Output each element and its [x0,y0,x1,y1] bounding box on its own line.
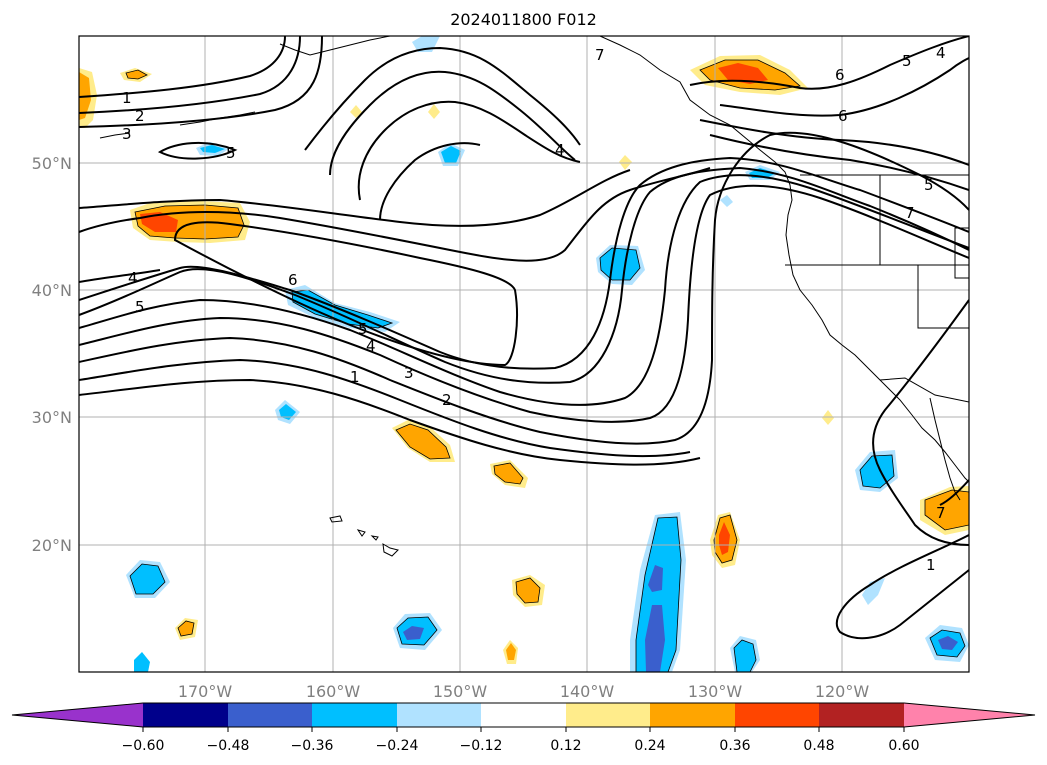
contour-label: 1 [122,89,132,107]
colorbar-extend-low [12,703,143,727]
contour-label: 4 [555,141,565,159]
contour-label: 1 [350,368,360,386]
contour-lines [79,36,969,640]
map-title: 2024011800 F012 [450,10,597,29]
contour-label: 6 [288,271,298,289]
contour-label: 5 [226,144,236,162]
colorbar-bin [566,703,650,727]
coastlines [99,36,969,557]
contour-label: 6 [838,107,848,125]
contour-label: 3 [122,125,132,143]
lon-label: 170°W [178,682,233,701]
colorbar-bin [312,703,397,727]
colorbar-tick-label: −0.24 [376,738,419,754]
colorbar-bin [819,703,904,727]
map-frame [78,35,970,673]
colorbar-tick-label: 0.60 [888,738,919,754]
latitude-labels: 50°N 40°N 30°N 20°N [32,154,72,555]
contour-label: 5 [924,176,934,194]
colorbar-tick-label: −0.12 [460,738,503,754]
contour-label: 1 [926,556,936,574]
lon-label: 140°W [560,682,615,701]
lon-label: 120°W [815,682,870,701]
longitude-labels: 170°W 160°W 150°W 140°W 130°W 120°W [178,682,870,701]
contour-label: 4 [366,337,376,355]
contour-label-group: 1 2 3 4 5 6 7 4 5 6 6 4 5 5 4 1 2 3 1 7 … [122,44,946,574]
graticule [79,36,969,672]
contour-label: 5 [902,52,912,70]
colorbar-tick-label: 0.36 [719,738,750,754]
contour-label: 7 [595,46,605,64]
colorbar-tick-label: 0.48 [803,738,834,754]
contour-label: 5 [135,298,145,316]
colorbar-tick-label: −0.48 [207,738,250,754]
colorbar-bin [735,703,819,727]
contour-label: 3 [404,364,414,382]
contour-label: 5 [358,320,368,338]
lat-label: 40°N [32,281,72,300]
lon-label: 130°W [688,682,743,701]
lon-label: 150°W [433,682,488,701]
colorbar-tick-label: 0.12 [550,738,581,754]
lat-label: 20°N [32,536,72,555]
colorbar-bin [228,703,312,727]
colorbar: −0.60 −0.48 −0.36 −0.24 −0.12 0.12 0.24 … [11,702,1036,754]
contour-label: 6 [835,66,845,84]
colorbar-tick-label: 0.24 [634,738,665,754]
shading-outlines [125,59,969,672]
colorbar-bin [143,703,228,727]
lat-label: 50°N [32,154,72,173]
contour-label: 7 [905,204,915,222]
negative-shading [126,36,969,672]
contour-label: 7 [936,504,946,522]
contour-label: 2 [135,107,145,125]
lon-label: 160°W [306,682,361,701]
contour-label: 4 [936,44,946,62]
contour-label: 4 [128,269,138,287]
colorbar-extend-high [904,703,1035,727]
colorbar-tick-label: −0.36 [291,738,334,754]
colorbar-bin [650,703,735,727]
contour-label: 2 [442,391,452,409]
shaded-field-layer: 1 2 3 4 5 6 7 4 5 6 6 4 5 5 4 1 2 3 1 7 … [79,36,969,672]
lat-label: 30°N [32,408,72,427]
colorbar-tick-label: −0.60 [122,738,165,754]
colorbar-bin [481,703,566,727]
colorbar-bin [397,703,481,727]
